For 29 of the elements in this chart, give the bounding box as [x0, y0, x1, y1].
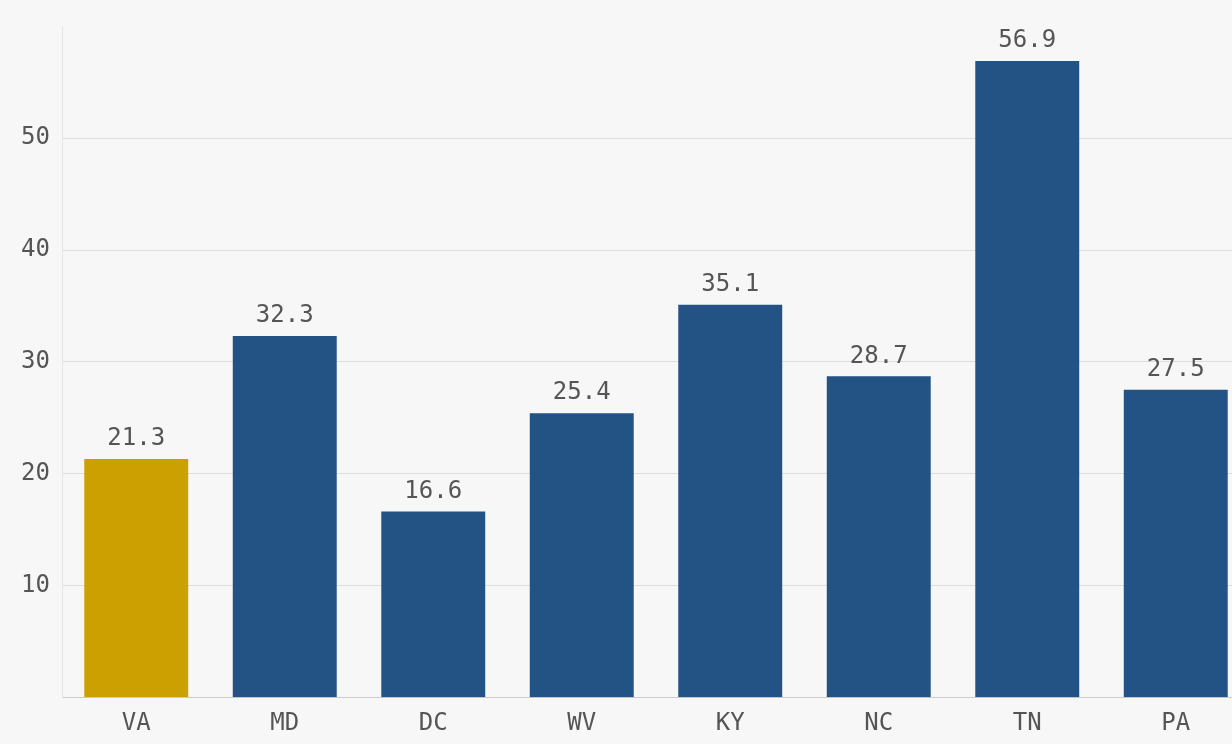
bar [84, 459, 189, 698]
data-label: 25.4 [552, 377, 611, 406]
data-label: 16.6 [404, 475, 463, 504]
y-tick-label: 40 [21, 234, 50, 263]
data-label: 21.3 [107, 423, 166, 452]
bar [678, 304, 783, 698]
data-label: 27.5 [1146, 353, 1205, 382]
x-tick-label: WV [567, 707, 597, 736]
data-label: 56.9 [998, 25, 1057, 54]
y-tick-label: 30 [21, 346, 50, 375]
bar [232, 336, 337, 698]
bar [1123, 389, 1228, 698]
x-tick-label: PA [1161, 707, 1191, 736]
bar [529, 413, 634, 698]
x-tick-label: DC [418, 707, 448, 736]
bar [826, 376, 931, 698]
data-label: 28.7 [849, 340, 908, 369]
data-label: 35.1 [701, 269, 760, 298]
x-tick-label: NC [864, 707, 894, 736]
x-tick-label: TN [1012, 707, 1042, 736]
y-tick-label: 20 [21, 457, 50, 486]
y-tick-label: 10 [21, 569, 50, 598]
data-label: 32.3 [255, 300, 314, 329]
bar [381, 511, 486, 698]
x-tick-label: VA [121, 707, 152, 736]
y-tick-label: 50 [21, 122, 50, 151]
bar [975, 61, 1080, 698]
x-tick-label: KY [715, 707, 746, 736]
x-tick-label: MD [270, 707, 300, 736]
